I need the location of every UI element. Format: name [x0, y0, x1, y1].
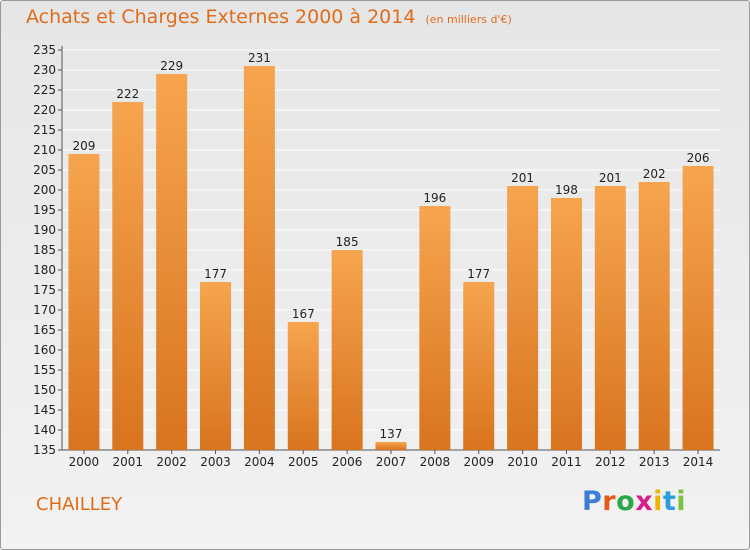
- data-label-2002: 229: [160, 59, 183, 73]
- y-tick-label: 175: [33, 283, 56, 297]
- data-label-2013: 202: [643, 167, 666, 181]
- data-label-2010: 201: [511, 171, 534, 185]
- y-tick-label: 230: [33, 63, 56, 77]
- data-label-2008: 196: [423, 191, 446, 205]
- data-label-2007: 137: [380, 427, 403, 441]
- y-tick-label: 190: [33, 223, 56, 237]
- y-tick-label: 165: [33, 323, 56, 337]
- x-tick-label-2005: 2005: [288, 455, 319, 469]
- y-tick-label: 155: [33, 363, 56, 377]
- x-tick-label-2010: 2010: [507, 455, 538, 469]
- y-tick-label: 210: [33, 143, 56, 157]
- x-tick-label-2011: 2011: [551, 455, 582, 469]
- x-tick-label-2000: 2000: [69, 455, 100, 469]
- bar-2004: [243, 66, 275, 450]
- bar-2000: [68, 154, 100, 450]
- y-tick-label: 150: [33, 383, 56, 397]
- data-label-2009: 177: [467, 267, 490, 281]
- proxiti-logo: Proxiti: [582, 486, 687, 517]
- bar-2011: [550, 198, 582, 450]
- location-label: CHAILLEY: [36, 494, 123, 515]
- bar-2008: [419, 206, 451, 450]
- x-tick-label-2006: 2006: [332, 455, 363, 469]
- data-label-2005: 167: [292, 307, 315, 321]
- y-tick-label: 180: [33, 263, 56, 277]
- y-tick-label: 235: [33, 43, 56, 57]
- data-label-2004: 231: [248, 51, 271, 65]
- chart-title-text: Achats et Charges Externes 2000 à 2014: [26, 6, 416, 28]
- x-tick-label-2013: 2013: [639, 455, 670, 469]
- y-tick-label: 145: [33, 403, 56, 417]
- y-tick-label: 200: [33, 183, 56, 197]
- bar-2005: [287, 322, 319, 450]
- bar-2002: [156, 74, 188, 450]
- bar-2003: [200, 282, 232, 450]
- y-tick-label: 195: [33, 203, 56, 217]
- y-tick-label: 215: [33, 123, 56, 137]
- data-label-2006: 185: [336, 235, 359, 249]
- x-tick-label-2001: 2001: [113, 455, 144, 469]
- x-tick-label-2004: 2004: [244, 455, 275, 469]
- y-tick-label: 220: [33, 103, 56, 117]
- bar-2009: [463, 282, 495, 450]
- data-label-2003: 177: [204, 267, 227, 281]
- x-tick-label-2012: 2012: [595, 455, 626, 469]
- x-tick-label-2007: 2007: [376, 455, 407, 469]
- x-tick-label-2009: 2009: [463, 455, 494, 469]
- x-tick-label-2008: 2008: [420, 455, 451, 469]
- bar-2013: [638, 182, 670, 450]
- bar-2012: [594, 186, 626, 450]
- bar-2014: [682, 166, 714, 450]
- y-tick-label: 140: [33, 423, 56, 437]
- data-label-2012: 201: [599, 171, 622, 185]
- y-tick-label: 135: [33, 443, 56, 457]
- chart-unit: (en milliers d'€): [425, 13, 512, 26]
- bar-2007: [375, 442, 407, 450]
- y-tick-label: 205: [33, 163, 56, 177]
- data-label-2001: 222: [116, 87, 139, 101]
- data-label-2011: 198: [555, 183, 578, 197]
- bar-2006: [331, 250, 363, 450]
- x-tick-label-2003: 2003: [200, 455, 231, 469]
- y-tick-label: 160: [33, 343, 56, 357]
- x-tick-label-2014: 2014: [683, 455, 714, 469]
- data-label-2000: 209: [72, 139, 95, 153]
- y-tick-label: 185: [33, 243, 56, 257]
- chart-title: Achats et Charges Externes 2000 à 2014 (e…: [26, 6, 512, 28]
- data-label-2014: 206: [687, 151, 710, 165]
- x-tick-label-2002: 2002: [156, 455, 187, 469]
- y-tick-label: 170: [33, 303, 56, 317]
- bar-2010: [507, 186, 539, 450]
- bar-2001: [112, 102, 144, 450]
- y-tick-label: 225: [33, 83, 56, 97]
